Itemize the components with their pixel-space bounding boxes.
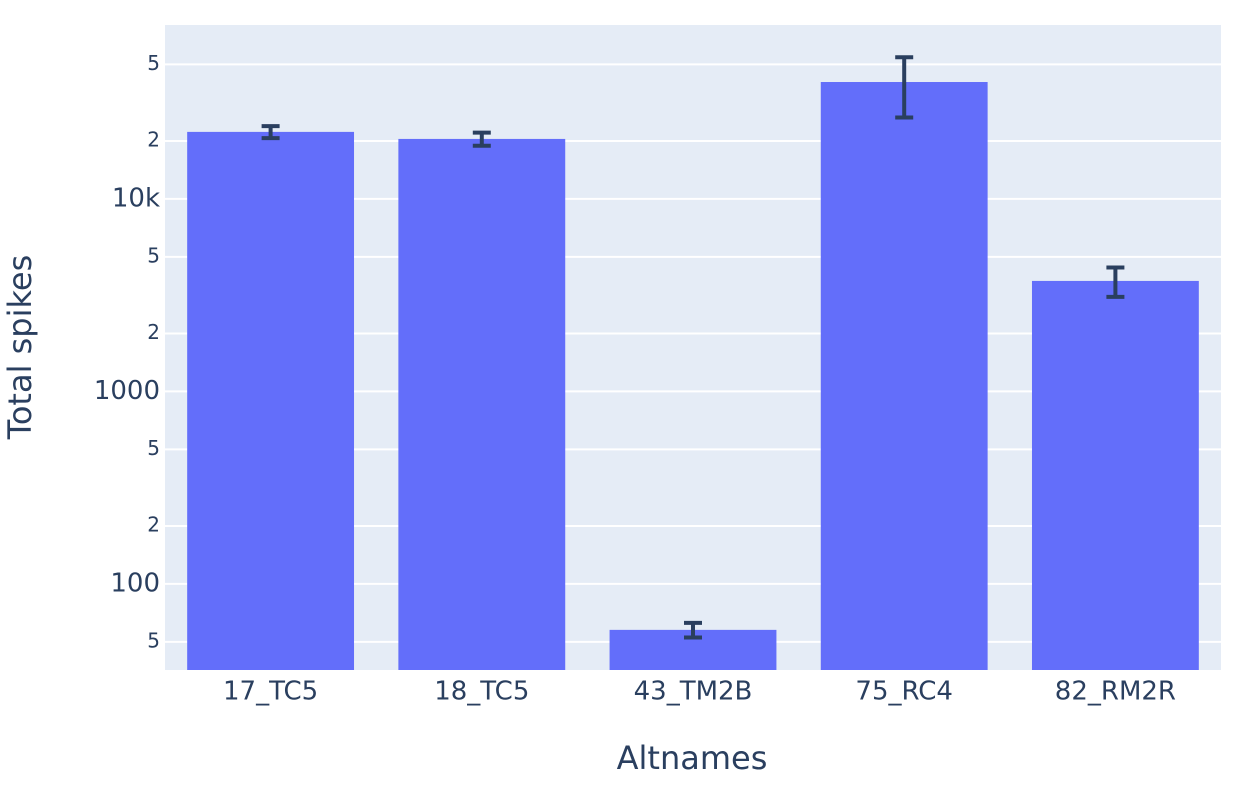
bar <box>398 138 566 671</box>
y-tick-label: 1000 <box>94 376 160 406</box>
error-bar <box>895 55 914 120</box>
x-axis-title: Altnames <box>617 739 768 777</box>
y-tick-label: 10k <box>112 183 160 213</box>
x-tick-label: 75_RC4 <box>855 677 953 707</box>
x-tick-label: 43_TM2B <box>634 677 753 707</box>
y-tick-label: 5 <box>147 436 160 460</box>
bar <box>187 131 355 671</box>
error-bar <box>684 620 702 640</box>
error-bar <box>1106 265 1125 299</box>
y-tick-label: 100 <box>110 568 160 598</box>
y-tick-label: 2 <box>147 320 160 344</box>
x-tick-label: 82_RM2R <box>1055 677 1176 707</box>
bar <box>1031 280 1199 670</box>
y-tick-label: 2 <box>147 512 160 536</box>
x-tick-label: 17_TC5 <box>223 677 318 707</box>
x-tick-label: 18_TC5 <box>434 677 529 707</box>
y-tick-label: 5 <box>147 51 160 75</box>
y-tick-label: 5 <box>147 628 160 652</box>
y-tick-label: 5 <box>147 243 160 267</box>
error-bar <box>261 124 280 141</box>
bar <box>820 82 988 671</box>
y-axis-title: Total spikes <box>1 255 39 441</box>
error-bar <box>472 130 491 148</box>
y-tick-label: 2 <box>147 127 160 151</box>
